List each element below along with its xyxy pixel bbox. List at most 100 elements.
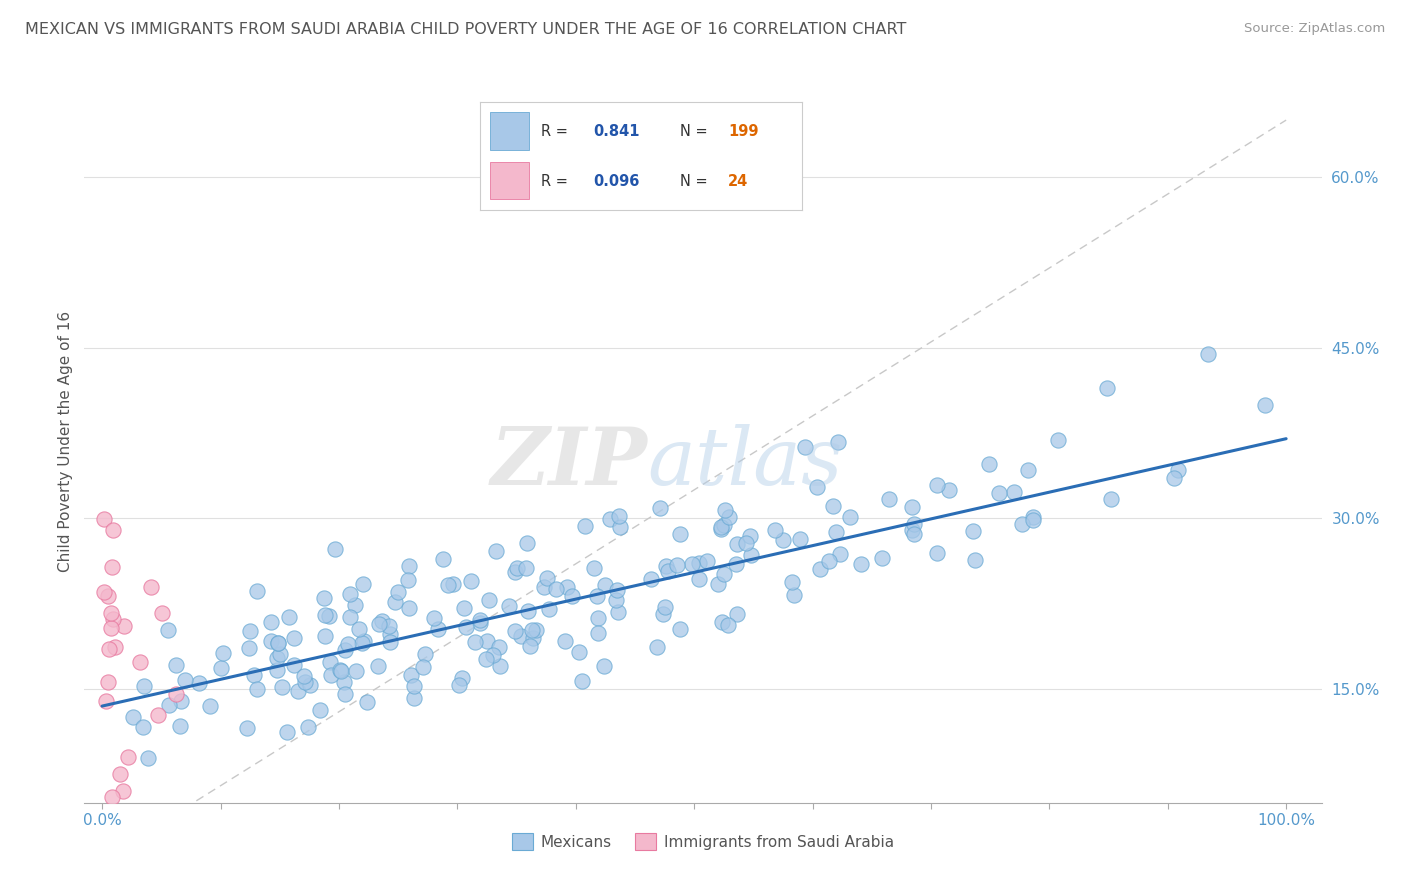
Point: [97, 675, 120, 690]
Point: [294, 675, 316, 690]
Point: [298, 677, 321, 691]
Point: [384, 595, 406, 609]
Point: [96, 589, 118, 603]
Point: [555, 580, 578, 594]
Point: [1099, 491, 1122, 506]
Point: [793, 440, 815, 454]
Point: [681, 557, 703, 571]
Point: [688, 556, 710, 570]
Point: [353, 634, 375, 648]
Point: [586, 626, 609, 640]
Point: [347, 622, 370, 636]
Point: [783, 588, 806, 602]
Point: [132, 679, 155, 693]
Point: [474, 652, 496, 666]
Point: [740, 548, 762, 562]
Point: [412, 659, 434, 673]
Point: [101, 612, 124, 626]
Point: [398, 559, 420, 574]
Point: [314, 607, 336, 622]
Point: [128, 655, 150, 669]
Legend: Mexicans, Immigrants from Saudi Arabia: Mexicans, Immigrants from Saudi Arabia: [506, 827, 900, 856]
Point: [1197, 347, 1219, 361]
Point: [100, 790, 122, 805]
Point: [599, 512, 621, 526]
Point: [105, 807, 128, 822]
Point: [387, 585, 409, 599]
Point: [378, 619, 401, 633]
Point: [735, 536, 758, 550]
Point: [319, 668, 342, 682]
Point: [346, 665, 368, 679]
Point: [925, 546, 948, 560]
Point: [260, 633, 283, 648]
Point: [533, 580, 555, 594]
Point: [515, 561, 537, 575]
Point: [246, 584, 269, 599]
Point: [485, 543, 508, 558]
Point: [526, 624, 548, 638]
Point: [114, 619, 136, 633]
Point: [808, 562, 831, 576]
Point: [122, 710, 145, 724]
Point: [870, 551, 893, 566]
Point: [925, 478, 948, 492]
Point: [650, 501, 672, 516]
Point: [157, 698, 180, 713]
Point: [482, 648, 505, 662]
Point: [707, 576, 730, 591]
Point: [488, 640, 510, 655]
Point: [520, 623, 543, 637]
Point: [413, 647, 436, 661]
Point: [423, 611, 446, 625]
Point: [900, 500, 922, 515]
Point: [468, 613, 491, 627]
Point: [464, 635, 486, 649]
Point: [838, 509, 860, 524]
Point: [292, 669, 315, 683]
Point: [879, 491, 901, 506]
Point: [150, 606, 173, 620]
Point: [963, 553, 986, 567]
Point: [713, 567, 735, 582]
Point: [101, 523, 124, 537]
Point: [782, 574, 804, 589]
Point: [605, 593, 627, 607]
Point: [711, 615, 734, 629]
Point: [278, 610, 301, 624]
Point: [585, 589, 607, 603]
Point: [108, 767, 131, 781]
Point: [329, 663, 352, 677]
Point: [789, 533, 811, 547]
Point: [710, 523, 733, 537]
Point: [380, 627, 402, 641]
Point: [100, 560, 122, 574]
Point: [710, 520, 733, 534]
Point: [427, 623, 450, 637]
Point: [606, 583, 628, 598]
Point: [271, 680, 294, 694]
Point: [713, 517, 735, 532]
Point: [139, 580, 162, 594]
Point: [402, 690, 425, 705]
Point: [901, 524, 924, 538]
Y-axis label: Child Poverty Under the Age of 16: Child Poverty Under the Age of 16: [58, 311, 73, 572]
Point: [398, 601, 420, 615]
Point: [519, 639, 541, 653]
Point: [655, 558, 678, 573]
Point: [170, 693, 193, 707]
Point: [399, 668, 422, 682]
Point: [437, 578, 460, 592]
Point: [432, 552, 454, 566]
Point: [717, 618, 740, 632]
Point: [821, 499, 844, 513]
Point: [593, 659, 616, 673]
Point: [239, 624, 262, 638]
Point: [470, 615, 492, 630]
Point: [1254, 398, 1277, 412]
Point: [1022, 513, 1045, 527]
Point: [166, 657, 188, 672]
Point: [312, 591, 335, 606]
Point: [456, 620, 478, 634]
Point: [169, 719, 191, 733]
